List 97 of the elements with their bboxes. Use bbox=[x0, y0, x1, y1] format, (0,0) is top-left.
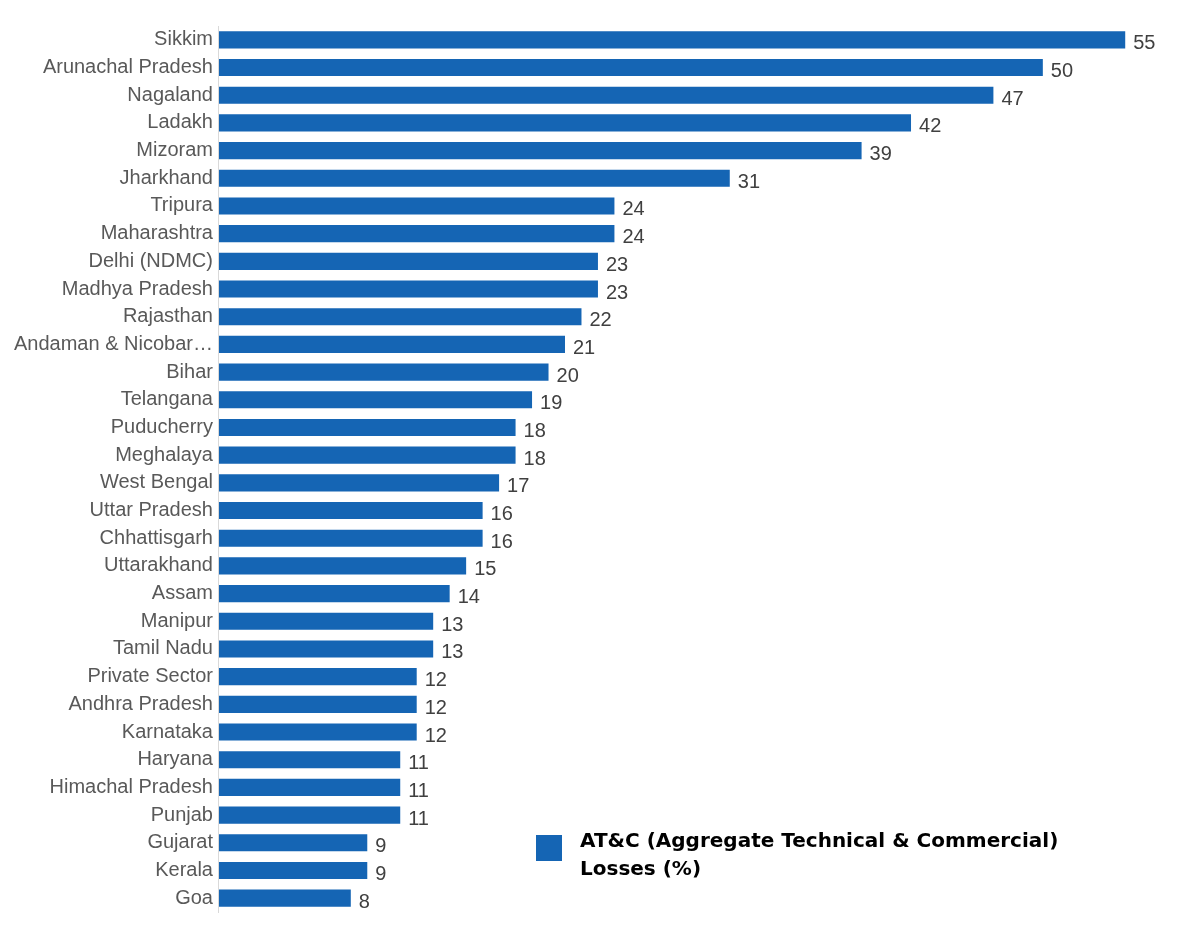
y-tick-label: Uttar Pradesh bbox=[89, 498, 213, 521]
bar bbox=[218, 640, 434, 658]
data-label: 21 bbox=[573, 335, 596, 358]
y-tick-label: Tripura bbox=[150, 193, 214, 216]
bar bbox=[218, 363, 549, 381]
data-label: 9 bbox=[375, 834, 387, 857]
data-label: 24 bbox=[622, 197, 645, 220]
y-tick-label: Himachal Pradesh bbox=[49, 774, 213, 797]
bar bbox=[218, 114, 912, 132]
bar bbox=[218, 280, 598, 298]
y-tick-label: Sikkim bbox=[154, 27, 213, 50]
data-label: 9 bbox=[375, 861, 387, 884]
data-label: 24 bbox=[622, 225, 645, 248]
y-tick-label: Tamil Nadu bbox=[112, 636, 213, 659]
y-tick-label: Andhra Pradesh bbox=[68, 691, 213, 714]
bar bbox=[218, 391, 533, 409]
data-label: 13 bbox=[441, 640, 464, 663]
y-tick-label: Meghalaya bbox=[115, 442, 214, 465]
bar bbox=[218, 668, 417, 686]
bar bbox=[218, 58, 1043, 77]
y-tick-label: Ladakh bbox=[147, 110, 213, 133]
data-label: 12 bbox=[424, 695, 447, 718]
bar bbox=[218, 501, 483, 520]
y-tick-label: Madhya Pradesh bbox=[61, 276, 213, 299]
data-label: 39 bbox=[869, 142, 892, 165]
bar bbox=[218, 197, 615, 215]
y-tick-label: Goa bbox=[175, 885, 214, 908]
y-tick-label: Karnataka bbox=[121, 719, 214, 742]
data-label: 50 bbox=[1050, 59, 1074, 82]
bar bbox=[218, 806, 401, 824]
y-tick-label: Kerala bbox=[155, 857, 214, 880]
bar bbox=[218, 335, 565, 353]
y-tick-label: Puducherry bbox=[110, 414, 213, 437]
data-label: 11 bbox=[408, 778, 429, 801]
y-tick-label: Punjab bbox=[150, 802, 213, 825]
bar bbox=[218, 418, 516, 437]
data-label: 17 bbox=[507, 474, 530, 497]
bar bbox=[218, 252, 598, 270]
y-tick-label: West Bengal bbox=[99, 470, 213, 493]
bar bbox=[218, 861, 368, 880]
y-tick-label: Chhattisgarh bbox=[99, 525, 213, 548]
bar bbox=[218, 723, 417, 741]
data-label: 31 bbox=[737, 169, 761, 192]
data-label: 11 bbox=[408, 806, 429, 829]
data-label: 47 bbox=[1001, 86, 1024, 109]
data-label: 18 bbox=[523, 418, 546, 441]
data-label: 12 bbox=[424, 668, 447, 691]
y-tick-label: Jharkhand bbox=[119, 165, 213, 188]
y-tick-label: Arunachal Pradesh bbox=[42, 55, 213, 78]
y-tick-label: Delhi (NDMC) bbox=[88, 248, 213, 271]
bar bbox=[218, 31, 1126, 49]
y-tick-label: Andaman & Nicobar… bbox=[14, 331, 213, 354]
bar bbox=[218, 834, 368, 852]
y-tick-label: Uttarakhand bbox=[104, 553, 213, 576]
bar bbox=[218, 585, 450, 603]
bar bbox=[218, 169, 730, 187]
bar bbox=[218, 751, 401, 769]
data-label: 18 bbox=[523, 446, 546, 469]
bar bbox=[218, 612, 434, 630]
y-tick-label: Maharashtra bbox=[100, 221, 214, 244]
y-tick-label: Rajasthan bbox=[122, 304, 213, 327]
bar bbox=[218, 778, 401, 796]
y-tick-label: Gujarat bbox=[147, 830, 214, 853]
y-tick-label: Bihar bbox=[166, 359, 214, 382]
bar bbox=[218, 474, 500, 492]
y-tick-label: Telangana bbox=[120, 387, 214, 410]
data-label: 8 bbox=[358, 889, 370, 912]
bar bbox=[218, 695, 417, 713]
bar bbox=[218, 308, 582, 326]
data-label: 19 bbox=[540, 391, 563, 414]
y-tick-label: Haryana bbox=[137, 747, 214, 770]
data-label: 15 bbox=[474, 557, 497, 580]
data-label: 22 bbox=[589, 308, 612, 331]
data-label: 23 bbox=[605, 280, 629, 303]
data-label: 42 bbox=[919, 114, 942, 137]
bar bbox=[218, 142, 862, 160]
y-tick-label: Mizoram bbox=[136, 138, 213, 161]
y-tick-label: Nagaland bbox=[127, 82, 213, 105]
bar bbox=[218, 557, 467, 575]
y-tick-label: Manipur bbox=[140, 608, 214, 631]
data-label: 16 bbox=[490, 529, 513, 552]
bar bbox=[218, 225, 615, 243]
bar bbox=[218, 446, 516, 464]
data-label: 55 bbox=[1133, 31, 1156, 54]
y-tick-label: Assam bbox=[151, 581, 213, 604]
bar bbox=[218, 889, 351, 907]
data-label: 12 bbox=[424, 723, 447, 746]
data-label: 16 bbox=[490, 502, 513, 525]
data-label: 23 bbox=[605, 252, 629, 275]
data-label: 14 bbox=[457, 585, 480, 608]
bar bbox=[218, 529, 483, 547]
legend-label: AT&C (Aggregate Technical & Commercial) Losses (%) bbox=[580, 827, 1060, 882]
bar bbox=[218, 86, 994, 104]
data-label: 11 bbox=[408, 751, 429, 774]
data-label: 20 bbox=[556, 363, 579, 386]
y-tick-label: Private Sector bbox=[87, 664, 214, 687]
data-label: 13 bbox=[441, 612, 464, 635]
